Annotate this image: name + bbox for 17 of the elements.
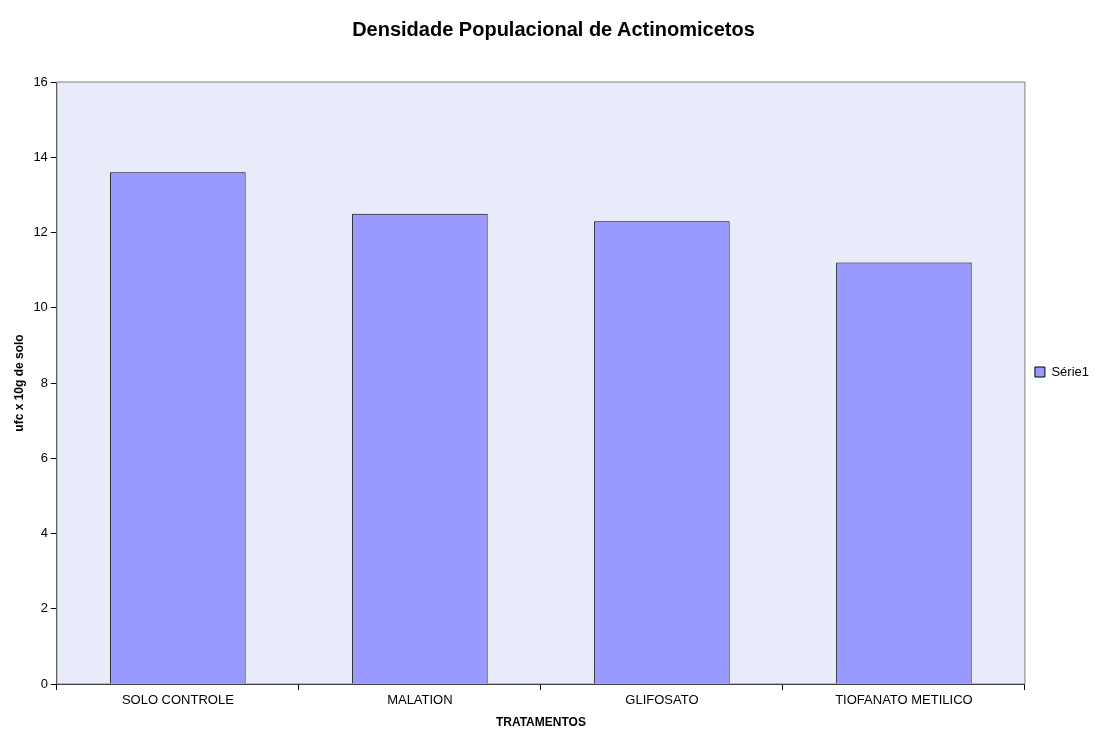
- x-axis-title: TRATAMENTOS: [495, 715, 586, 730]
- y-tick-label: 12: [33, 224, 48, 240]
- x-tick-label: MALATION: [387, 692, 453, 708]
- y-tick-label: 4: [40, 525, 48, 541]
- y-tick-label: 10: [33, 299, 48, 315]
- x-tick-label: TIOFANATO METILICO: [835, 692, 973, 708]
- chart-title: Densidade Populacional de Actinomicetos: [352, 17, 755, 40]
- y-tick-label: 16: [33, 73, 48, 89]
- y-tick-label: 2: [40, 600, 48, 616]
- y-tick-label: 0: [40, 675, 48, 691]
- x-tick-label: GLIFOSATO: [625, 692, 699, 708]
- y-tick-label: 14: [33, 148, 48, 164]
- x-tick-label: SOLO CONTROLE: [121, 692, 235, 708]
- legend-label: Série1: [1051, 363, 1089, 379]
- y-tick-label: 8: [40, 374, 48, 390]
- y-tick-label: 6: [40, 449, 48, 465]
- y-axis-title: ufc x 10g de solo: [11, 334, 26, 432]
